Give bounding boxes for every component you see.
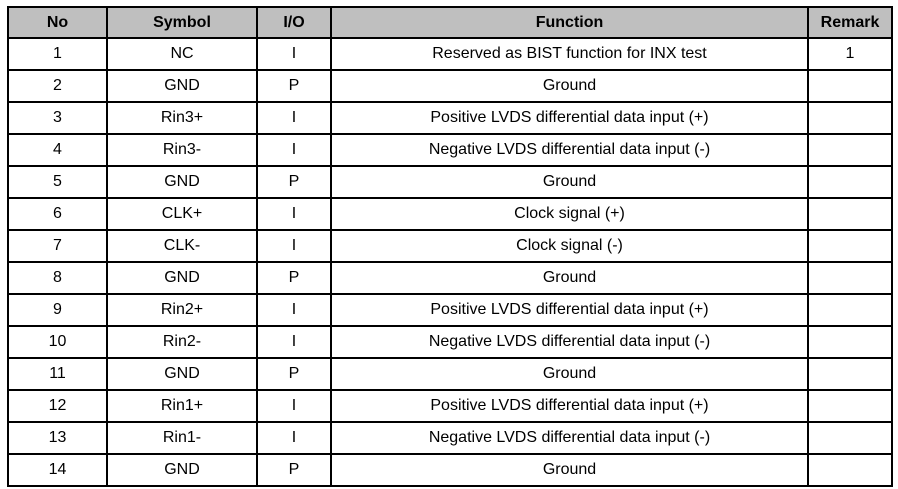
cell-function: Positive LVDS differential data input (+…: [330, 101, 809, 135]
cell-no: 14: [7, 453, 108, 487]
header-row: No Symbol I/O Function Remark: [7, 6, 893, 39]
cell-no: 11: [7, 357, 108, 391]
pin-assignment-table: No Symbol I/O Function Remark 1 NC I Reserv…: [7, 6, 893, 487]
cell-no: 6: [7, 197, 108, 231]
cell-function: Positive LVDS differential data input (+…: [330, 293, 809, 327]
cell-no: 3: [7, 101, 108, 135]
cell-remark: [807, 133, 893, 167]
table-row: 5 GND P Ground: [7, 165, 893, 199]
cell-function: Ground: [330, 261, 809, 295]
column-header-no: No: [7, 6, 108, 39]
table-row: 14 GND P Ground: [7, 453, 893, 487]
cell-remark: [807, 261, 893, 295]
cell-symbol: Rin3-: [106, 133, 258, 167]
table-row: 6 CLK+ I Clock signal (+): [7, 197, 893, 231]
cell-io: P: [256, 357, 332, 391]
column-header-symbol: Symbol: [106, 6, 258, 39]
table-row: 1 NC I Reserved as BIST function for INX te…: [7, 37, 893, 71]
column-header-remark: Remark: [807, 6, 893, 39]
cell-function: Clock signal (+): [330, 197, 809, 231]
cell-no: 13: [7, 421, 108, 455]
cell-io: I: [256, 229, 332, 263]
cell-function: Positive LVDS differential data input (+…: [330, 389, 809, 423]
cell-symbol: NC: [106, 37, 258, 71]
cell-remark: [807, 325, 893, 359]
cell-remark: 1: [807, 37, 893, 71]
cell-function: Negative LVDS differential data input (-…: [330, 421, 809, 455]
cell-function: Ground: [330, 165, 809, 199]
cell-io: I: [256, 421, 332, 455]
cell-remark: [807, 421, 893, 455]
table-row: 8 GND P Ground: [7, 261, 893, 295]
cell-function: Clock signal (-): [330, 229, 809, 263]
cell-symbol: GND: [106, 357, 258, 391]
cell-remark: [807, 293, 893, 327]
cell-io: I: [256, 197, 332, 231]
cell-symbol: Rin2-: [106, 325, 258, 359]
pin-assignment-table-container: No Symbol I/O Function Remark 1 NC I Reserv…: [7, 6, 893, 487]
cell-function: Negative LVDS differential data input (-…: [330, 325, 809, 359]
cell-symbol: CLK-: [106, 229, 258, 263]
cell-io: I: [256, 293, 332, 327]
cell-no: 4: [7, 133, 108, 167]
table-row: 11 GND P Ground: [7, 357, 893, 391]
cell-symbol: GND: [106, 165, 258, 199]
cell-no: 9: [7, 293, 108, 327]
cell-no: 10: [7, 325, 108, 359]
cell-symbol: Rin1-: [106, 421, 258, 455]
cell-function: Ground: [330, 69, 809, 103]
table-row: 2 GND P Ground: [7, 69, 893, 103]
table-row: 4 Rin3- I Negative LVDS differential data i…: [7, 133, 893, 167]
table-body: 1 NC I Reserved as BIST function for INX te…: [7, 37, 893, 487]
cell-io: I: [256, 37, 332, 71]
column-header-io: I/O: [256, 6, 332, 39]
cell-function: Negative LVDS differential data input (-…: [330, 133, 809, 167]
cell-remark: [807, 229, 893, 263]
cell-symbol: CLK+: [106, 197, 258, 231]
cell-io: P: [256, 453, 332, 487]
cell-function: Ground: [330, 357, 809, 391]
table-row: 7 CLK- I Clock signal (-): [7, 229, 893, 263]
cell-no: 12: [7, 389, 108, 423]
table-row: 3 Rin3+ I Positive LVDS differential data i…: [7, 101, 893, 135]
cell-io: I: [256, 101, 332, 135]
cell-io: I: [256, 389, 332, 423]
cell-symbol: GND: [106, 453, 258, 487]
cell-function: Reserved as BIST function for INX test: [330, 37, 809, 71]
cell-remark: [807, 69, 893, 103]
cell-symbol: GND: [106, 261, 258, 295]
cell-io: P: [256, 261, 332, 295]
table-row: 12 Rin1+ I Positive LVDS differential data …: [7, 389, 893, 423]
cell-function: Ground: [330, 453, 809, 487]
cell-symbol: Rin3+: [106, 101, 258, 135]
table-row: 13 Rin1- I Negative LVDS differential data …: [7, 421, 893, 455]
cell-remark: [807, 197, 893, 231]
column-header-function: Function: [330, 6, 809, 39]
table-row: 9 Rin2+ I Positive LVDS differential data i…: [7, 293, 893, 327]
cell-symbol: Rin1+: [106, 389, 258, 423]
cell-no: 2: [7, 69, 108, 103]
cell-io: I: [256, 133, 332, 167]
cell-no: 8: [7, 261, 108, 295]
cell-remark: [807, 357, 893, 391]
cell-remark: [807, 389, 893, 423]
cell-no: 5: [7, 165, 108, 199]
cell-remark: [807, 101, 893, 135]
cell-symbol: GND: [106, 69, 258, 103]
cell-io: P: [256, 165, 332, 199]
table-row: 10 Rin2- I Negative LVDS differential data …: [7, 325, 893, 359]
cell-io: P: [256, 69, 332, 103]
cell-io: I: [256, 325, 332, 359]
cell-no: 1: [7, 37, 108, 71]
cell-remark: [807, 165, 893, 199]
cell-remark: [807, 453, 893, 487]
cell-no: 7: [7, 229, 108, 263]
cell-symbol: Rin2+: [106, 293, 258, 327]
